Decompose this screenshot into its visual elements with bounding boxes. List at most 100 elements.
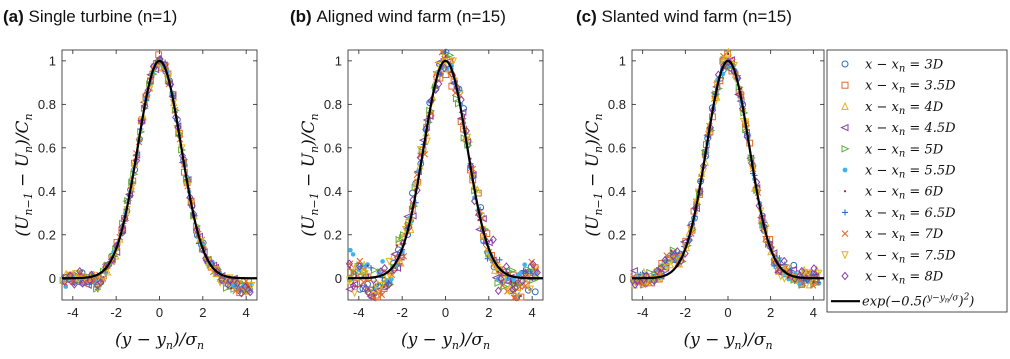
data-point (780, 274, 789, 283)
data-point (747, 158, 756, 168)
data-point (76, 266, 84, 276)
data-point (810, 264, 818, 273)
data-point (346, 276, 354, 285)
data-point (786, 276, 790, 279)
data-point (724, 47, 733, 56)
data-point (385, 257, 393, 266)
data-point (526, 285, 535, 294)
legend-entry: x − xn = 5D (841, 142, 944, 159)
y-tick-label: 0.6 (38, 140, 56, 155)
x-tick-label: 4 (810, 305, 817, 320)
data-point (663, 263, 671, 272)
series-5D (632, 55, 821, 289)
panel-title: (c) Slanted wind farm (n=15) (576, 7, 792, 26)
series-7.5D (60, 62, 256, 297)
data-point (157, 64, 165, 73)
legend-marker (841, 60, 849, 68)
series-5.5D (631, 63, 822, 287)
data-point (518, 276, 526, 286)
x-tick-label: 4 (529, 305, 536, 320)
data-point (356, 262, 364, 271)
data-point (511, 277, 516, 283)
data-point (772, 258, 780, 267)
data-point (685, 235, 693, 245)
data-point (378, 282, 386, 291)
series-5D (59, 57, 254, 294)
legend-label: x − xn = 6D (865, 185, 944, 202)
x-tick-label: 0 (442, 305, 449, 320)
series-7D (630, 52, 820, 289)
legend-marker (841, 271, 849, 281)
legend-box (826, 49, 1008, 313)
series-7.5D (630, 56, 823, 286)
x-axis-label: (y − yn)/σn (401, 330, 490, 352)
data-point (416, 146, 425, 155)
data-point (108, 254, 116, 264)
data-point (385, 280, 393, 289)
series-3D (630, 61, 819, 285)
data-point (743, 132, 751, 142)
y-tick-label: 1 (49, 53, 56, 68)
series-4.5D (629, 56, 819, 288)
data-point (400, 231, 409, 239)
data-point (480, 240, 487, 246)
data-point (739, 87, 743, 90)
legend: x − xn = 3D x − xn = 3.5D x − xn = 4D x − x… (826, 49, 1008, 313)
series-4D (346, 60, 539, 296)
data-point (670, 249, 673, 252)
data-point (510, 294, 518, 302)
series-8D (345, 63, 541, 297)
legend-label: x − xn = 7D (865, 227, 944, 244)
data-point (247, 282, 256, 291)
data-point (226, 276, 234, 285)
data-point (438, 48, 446, 56)
series-5D (348, 51, 543, 294)
data-point (400, 253, 408, 260)
data-point (657, 263, 665, 273)
series-8D (61, 54, 254, 298)
y-tick-label: 0.8 (608, 97, 626, 112)
y-tick-label: 0.2 (324, 227, 342, 242)
gaussian-fit-line (62, 59, 257, 280)
data-point (449, 57, 458, 66)
data-point (720, 61, 728, 70)
data-point (370, 294, 378, 302)
data-point (715, 84, 724, 93)
legend-label: x − xn = 7.5D (865, 248, 956, 265)
data-point (738, 104, 746, 113)
data-point (349, 269, 357, 276)
series-3D (346, 48, 539, 302)
data-point (730, 66, 738, 76)
data-point (491, 265, 499, 274)
data-point (423, 137, 431, 146)
data-point (809, 271, 816, 278)
series-5.5D (63, 58, 253, 291)
gaussian-fit-line (632, 59, 824, 280)
data-point (499, 276, 508, 285)
data-point (661, 255, 669, 265)
legend-label: x − xn = 4D (865, 100, 944, 117)
legend-marker (841, 81, 849, 89)
data-point (528, 258, 535, 266)
data-point (370, 275, 378, 285)
series-3.5D (347, 71, 539, 301)
scatter-points (629, 47, 823, 290)
data-point (514, 289, 522, 298)
series-6D (67, 62, 250, 290)
data-point (395, 235, 404, 244)
data-point (348, 247, 353, 253)
y-tick-label: 0.8 (324, 97, 342, 112)
data-point (518, 270, 524, 276)
series-4.5D (60, 56, 252, 292)
data-point (798, 266, 806, 276)
data-point (727, 52, 730, 55)
data-point (368, 264, 374, 271)
y-tick-label: 0.2 (608, 227, 626, 242)
y-tick-label: 0.4 (324, 184, 342, 199)
data-point (440, 63, 448, 73)
data-point (445, 70, 454, 79)
data-point (405, 223, 413, 232)
data-point (812, 280, 815, 283)
data-point (533, 268, 541, 277)
